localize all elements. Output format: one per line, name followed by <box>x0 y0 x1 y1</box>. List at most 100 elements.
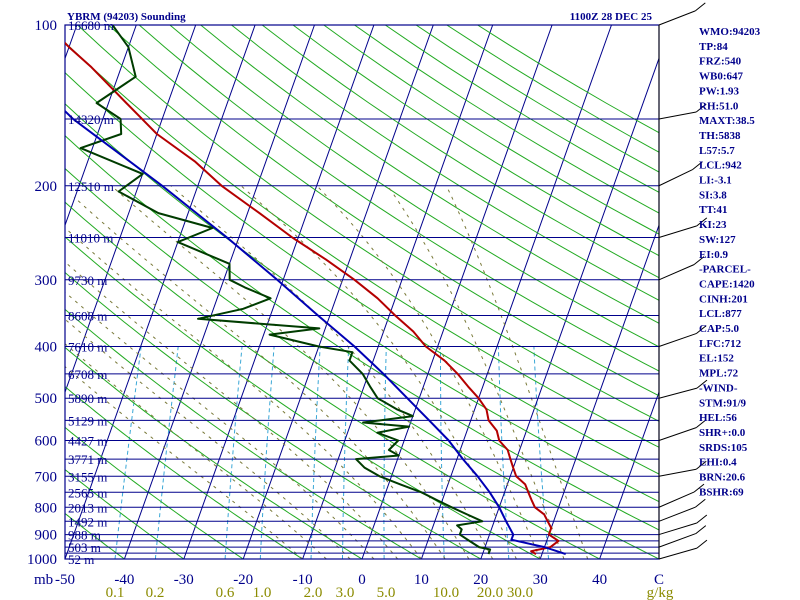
index-line: WMO:94203 <box>699 26 761 38</box>
moist-adiabat <box>73 196 446 559</box>
height-label: 14320 m <box>68 112 114 127</box>
height-label: 3771 m <box>68 452 107 467</box>
height-label: 3155 m <box>68 469 107 484</box>
index-line: TP:84 <box>699 41 728 53</box>
index-line: HEL:56 <box>699 412 737 424</box>
height-label: 5129 m <box>68 413 107 428</box>
isotherm <box>599 390 659 559</box>
index-line: SHR+:0.0 <box>699 427 746 439</box>
isotherm <box>183 25 375 559</box>
height-labels: 16680 m 14320 m 12510 m 11010 m 9730 m 8608 m… <box>68 18 114 567</box>
isotherm <box>65 25 256 559</box>
moist-adiabat <box>65 343 327 559</box>
height-label: 8608 m <box>68 309 107 324</box>
wind-barb-feather <box>693 256 705 266</box>
height-label: 2013 m <box>68 500 107 515</box>
moist-adiabat <box>65 318 351 559</box>
height-label: 5890 m <box>68 391 107 406</box>
temperature-label: -10 <box>293 572 313 588</box>
temperature-label: 40 <box>592 572 607 588</box>
index-line: SI:3.8 <box>699 189 727 201</box>
index-line: TH:5838 <box>699 130 741 142</box>
pressure-label: 400 <box>35 340 58 356</box>
isotherm <box>361 25 553 559</box>
index-line: EI:0.9 <box>699 249 729 261</box>
index-line: CINH:201 <box>699 293 748 305</box>
wind-barb <box>658 533 696 548</box>
height-label: 4427 m <box>68 434 107 449</box>
pressure-label: 600 <box>35 434 58 450</box>
wind-barb-feather <box>696 379 708 389</box>
wind-barb-feather <box>696 217 708 227</box>
wind-barb-feather <box>692 161 703 171</box>
mixing-ratio-label: 3.0 <box>336 585 355 600</box>
wind-barb <box>658 10 696 26</box>
index-line: KI:23 <box>699 219 727 231</box>
isotherm <box>65 25 197 394</box>
isotherm <box>302 25 494 559</box>
wind-barb <box>658 169 693 187</box>
pressure-label: 500 <box>35 391 58 407</box>
wind-barb-feather <box>696 514 708 524</box>
wind-barb-feather <box>694 2 706 12</box>
index-line: EL:152 <box>699 353 734 365</box>
wind-barb <box>658 225 697 238</box>
temperature-label: -20 <box>233 572 253 588</box>
mixing-ratio-label: 1.0 <box>253 585 272 600</box>
stability-indices-panel: WMO:94203 TP:84 FRZ:540 WB0:647 PW:1.93 RH:51… <box>699 26 761 498</box>
index-line: SW:127 <box>699 234 736 246</box>
height-label: 988 m <box>68 528 101 543</box>
pressure-unit-label: mb <box>34 572 53 588</box>
index-line: -WIND- <box>699 382 738 394</box>
temperature-label: 20 <box>473 572 488 588</box>
temperature-trace <box>65 41 560 555</box>
height-label: 7610 m <box>68 340 107 355</box>
wind-barb-feather <box>695 525 707 534</box>
mixing-ratio-label: g/kg <box>647 585 674 600</box>
moist-adiabat <box>65 227 422 559</box>
index-line: PW:1.93 <box>699 85 740 97</box>
wind-barb <box>658 468 697 477</box>
pressure-label: 800 <box>35 500 58 516</box>
index-line: CAPE:1420 <box>699 278 755 290</box>
timestamp: 1100Z 28 DEC 25 <box>570 11 653 23</box>
pressure-label: 300 <box>35 273 58 289</box>
index-line: BSHR:69 <box>699 486 744 498</box>
pressure-label: 700 <box>35 469 58 485</box>
wind-barb <box>658 333 697 347</box>
wind-barb <box>658 427 697 442</box>
isotherm <box>480 56 659 559</box>
index-line: TT:41 <box>699 204 728 216</box>
temperature-label: 0 <box>358 572 366 588</box>
mixing-ratio-label: 0.1 <box>106 585 125 600</box>
mixing-ratio-axis: 0.1 0.2 0.6 1.0 2.0 3.0 5.0 10.0 20.0 30.0 g/kg <box>106 585 674 600</box>
height-label: 503 m <box>68 540 101 555</box>
index-line: STM:91/9 <box>699 397 747 409</box>
wind-barb <box>658 506 696 522</box>
temperature-label: 30 <box>533 572 548 588</box>
wind-barb-feather <box>695 419 707 429</box>
pressure-label: 900 <box>35 528 58 544</box>
moist-adiabat <box>65 291 375 559</box>
temperature-label: C <box>654 572 664 588</box>
wind-barb-staff <box>658 2 708 560</box>
mixing-ratio-label: 5.0 <box>377 585 396 600</box>
wind-barb <box>658 522 697 536</box>
pressure-label: 200 <box>35 179 58 195</box>
height-label: 11010 m <box>68 230 113 245</box>
index-line: WB0:647 <box>699 71 744 83</box>
temperature-axis: -50 -40 -30 -20 -10 0 10 20 30 40 C <box>55 572 664 588</box>
height-label: 6708 m <box>68 367 107 382</box>
height-label: 16680 m <box>68 18 114 33</box>
pressure-label: 1000 <box>27 552 57 568</box>
index-line: MPL:72 <box>699 368 739 380</box>
wind-barb-feather <box>695 103 707 113</box>
wind-barb <box>658 264 695 281</box>
mixing-ratio-label: 0.6 <box>216 585 235 600</box>
index-line: RH:51.0 <box>699 100 739 112</box>
index-line: LCL:877 <box>699 308 742 320</box>
wind-barb <box>658 387 698 399</box>
temperature-label: -50 <box>55 572 75 588</box>
temperature-label: 10 <box>414 572 429 588</box>
